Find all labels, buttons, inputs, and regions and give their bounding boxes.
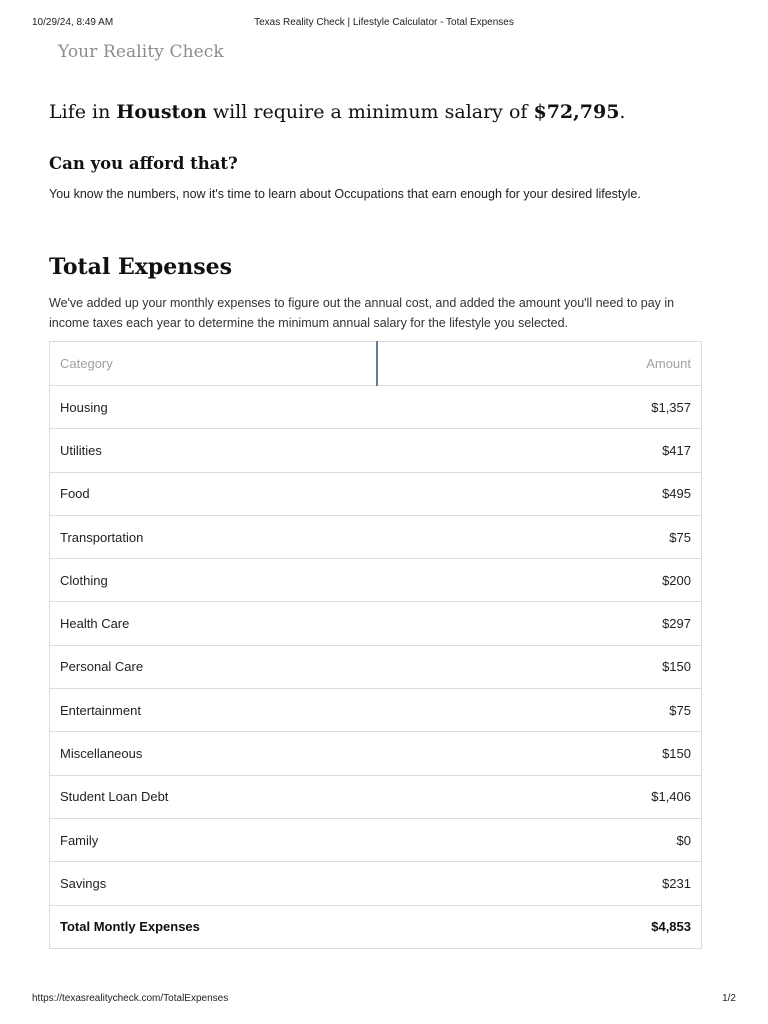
amount-cell: $495 <box>376 471 702 516</box>
column-header-category[interactable]: Category <box>49 341 378 386</box>
table-row: Family $0 <box>49 817 702 863</box>
total-row: Total Montly Expenses $4,853 <box>49 904 702 949</box>
category-cell: Housing <box>49 384 377 430</box>
total-amount: $4,853 <box>376 904 702 949</box>
category-cell: Health Care <box>49 601 377 646</box>
amount-cell: $75 <box>376 688 702 733</box>
category-cell: Utilities <box>49 428 377 473</box>
category-cell: Personal Care <box>49 644 377 690</box>
column-header-amount[interactable]: Amount <box>376 341 702 386</box>
site-brand: Your Reality Check <box>58 42 224 62</box>
headline-city: Houston <box>116 101 207 123</box>
print-header: 10/29/24, 8:49 AM Texas Reality Check | … <box>32 17 736 31</box>
table-row: Entertainment $75 <box>49 688 702 733</box>
amount-cell: $200 <box>376 558 702 603</box>
table-row: Personal Care $150 <box>49 644 702 690</box>
amount-cell: $0 <box>376 817 702 863</box>
expenses-table: Category Amount Housing $1,357 Utilities… <box>49 341 702 949</box>
print-footer: https://texasrealitycheck.com/TotalExpen… <box>32 993 736 1007</box>
category-cell: Family <box>49 817 377 863</box>
print-document-title: Texas Reality Check | Lifestyle Calculat… <box>254 17 514 28</box>
table-row: Transportation $75 <box>49 514 702 560</box>
category-cell: Student Loan Debt <box>49 774 377 819</box>
print-url: https://texasrealitycheck.com/TotalExpen… <box>32 993 229 1004</box>
amount-cell: $150 <box>376 731 702 776</box>
table-row: Clothing $200 <box>49 558 702 603</box>
headline-prefix: Life in <box>49 101 111 123</box>
amount-cell: $297 <box>376 601 702 646</box>
headline-middle: will require a minimum salary of <box>212 101 528 123</box>
print-date: 10/29/24, 8:49 AM <box>32 17 114 28</box>
table-header-row: Category Amount <box>49 341 702 386</box>
category-cell: Clothing <box>49 558 377 603</box>
amount-cell: $75 <box>376 514 702 560</box>
table-row: Student Loan Debt $1,406 <box>49 774 702 819</box>
amount-cell: $417 <box>376 428 702 473</box>
amount-cell: $1,357 <box>376 384 702 430</box>
total-expenses-heading: Total Expenses <box>49 254 232 280</box>
table-row: Savings $231 <box>49 861 702 906</box>
headline-salary: $72,795 <box>533 101 620 123</box>
print-page-number: 1/2 <box>722 993 736 1004</box>
category-cell: Food <box>49 471 377 516</box>
category-cell: Entertainment <box>49 688 377 733</box>
amount-cell: $231 <box>376 861 702 906</box>
category-cell: Transportation <box>49 514 377 560</box>
headline-suffix: . <box>619 101 626 123</box>
afford-text: You know the numbers, now it's time to l… <box>49 187 641 201</box>
table-row: Health Care $297 <box>49 601 702 646</box>
table-row: Housing $1,357 <box>49 384 702 430</box>
total-expenses-description: We've added up your monthly expenses to … <box>49 296 675 330</box>
table-row: Food $495 <box>49 471 702 516</box>
table-row: Miscellaneous $150 <box>49 731 702 776</box>
amount-cell: $1,406 <box>376 774 702 819</box>
salary-headline: Life in Houston will require a minimum s… <box>49 101 625 123</box>
total-label: Total Montly Expenses <box>49 904 377 949</box>
category-cell: Savings <box>49 861 377 906</box>
amount-cell: $150 <box>376 644 702 690</box>
category-cell: Miscellaneous <box>49 731 377 776</box>
table-row: Utilities $417 <box>49 428 702 473</box>
afford-heading: Can you afford that? <box>49 154 238 173</box>
